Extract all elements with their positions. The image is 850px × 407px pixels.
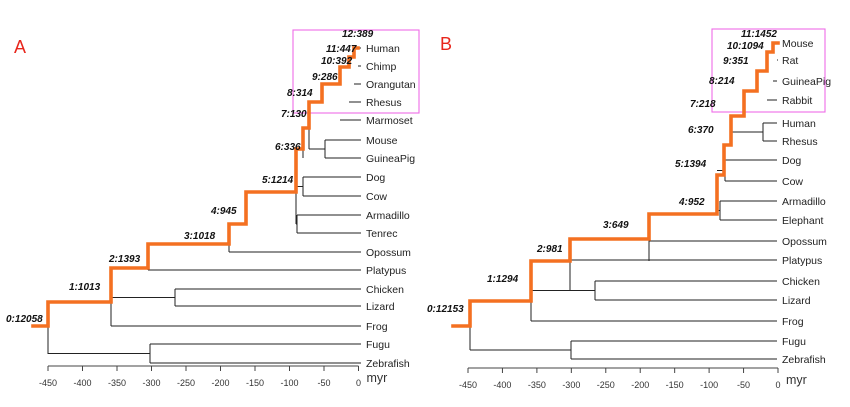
taxon-label: Frog	[782, 316, 804, 328]
taxon-label: Zebrafish	[782, 354, 826, 366]
node-label: 9:286	[312, 72, 338, 83]
axis-tick-label: -300	[142, 378, 160, 388]
axis-tick-label: -100	[700, 380, 718, 390]
node-label: 7:218	[690, 99, 716, 110]
axis-tick-label: -450	[39, 378, 57, 388]
axis-tick-label: -350	[108, 378, 126, 388]
node-label: 11:447	[326, 44, 357, 55]
taxon-label: Lizard	[782, 295, 811, 307]
node-label: 2:981	[536, 244, 563, 255]
taxon-label: Opossum	[782, 236, 827, 248]
highlight-box	[292, 29, 420, 114]
axis-tick-label: -400	[493, 380, 511, 390]
taxon-label: Platypus	[782, 255, 822, 267]
taxon-label: Chicken	[782, 276, 820, 288]
axis-tick-label: -50	[737, 380, 750, 390]
taxon-label: Elephant	[782, 215, 824, 227]
axis-unit-label: myr	[786, 373, 807, 387]
taxon-label: Opossum	[366, 247, 411, 259]
axis-tick-label: -450	[459, 380, 477, 390]
axis-tick-label: -100	[280, 378, 298, 388]
node-label: 10:1094	[727, 41, 764, 52]
node-label: 3:649	[603, 220, 629, 231]
axis-unit-label: myr	[367, 371, 388, 385]
node-label: 1:1294	[487, 274, 519, 285]
node-label: 2:1393	[108, 254, 141, 265]
taxon-label: Mouse	[366, 135, 398, 147]
panel-letter: A	[14, 37, 26, 57]
taxon-label: Rhesus	[366, 97, 402, 109]
node-label: 12:389	[342, 29, 374, 40]
axis-tick-label: -350	[528, 380, 546, 390]
node-label: 4:945	[210, 206, 237, 217]
taxon-label: Armadillo	[366, 210, 410, 222]
taxon-label: Lizard	[366, 301, 395, 313]
node-label: 7:130	[281, 109, 307, 120]
node-label: 1:1013	[69, 282, 101, 293]
taxon-label: Orangutan	[366, 79, 416, 91]
node-label: 8:214	[709, 76, 735, 87]
taxon-label: Human	[782, 118, 816, 130]
axis-tick-label: -250	[177, 378, 195, 388]
taxon-label: Armadillo	[782, 196, 826, 208]
node-label: 8:314	[287, 88, 313, 99]
axis-tick-label: -200	[631, 380, 649, 390]
taxon-label: Fugu	[366, 339, 390, 351]
highlighted-lineage-path	[451, 41, 780, 328]
taxon-label: Dog	[782, 155, 801, 167]
taxon-label: GuineaPig	[782, 76, 831, 88]
node-label: 6:370	[688, 125, 714, 136]
node-label: 5:1214	[262, 175, 294, 186]
taxon-label: Fugu	[782, 336, 806, 348]
taxon-label: Cow	[366, 191, 387, 203]
node-label: 6:336	[275, 142, 301, 153]
axis-tick-label: 0	[356, 378, 361, 388]
taxon-label: Chicken	[366, 284, 404, 296]
node-label: 11:1452	[741, 29, 777, 40]
axis-tick-label: -300	[562, 380, 580, 390]
axis-tick-label: -150	[246, 378, 264, 388]
taxon-label: Tenrec	[366, 228, 398, 240]
taxon-label: Platypus	[366, 265, 406, 277]
taxon-label: Rabbit	[782, 95, 812, 107]
taxon-label: Marmoset	[366, 115, 413, 127]
node-label: 9:351	[723, 56, 749, 67]
taxon-label: Rhesus	[782, 136, 818, 148]
axis-tick-label: -50	[317, 378, 330, 388]
axis-tick-label: 0	[775, 380, 780, 390]
tree-panel-a: A Human Chimp Orangutan Rhesus Marmoset Mouse G…	[6, 29, 420, 388]
node-label: 4:952	[678, 197, 705, 208]
axis-tick-label: -400	[73, 378, 91, 388]
taxon-label: Dog	[366, 172, 385, 184]
node-label: 5:1394	[675, 159, 707, 170]
axis-tick-label: -250	[597, 380, 615, 390]
highlighted-lineage-path	[31, 46, 360, 328]
taxon-label: GuineaPig	[366, 153, 415, 165]
taxon-label: Mouse	[782, 38, 814, 50]
tree-panel-b: B Mouse Rat GuineaPig Rabbit Human Rhesus Dog Co…	[427, 28, 831, 390]
node-label: 0:12153	[427, 304, 464, 315]
highlight-box	[711, 28, 826, 113]
taxon-label: Rat	[782, 55, 798, 67]
node-label: 10:392	[321, 56, 353, 67]
taxon-label: Frog	[366, 321, 388, 333]
axis-tick-label: -200	[211, 378, 229, 388]
taxon-label: Chimp	[366, 61, 397, 73]
taxon-label: Zebrafish	[366, 358, 410, 370]
taxon-label: Cow	[782, 176, 803, 188]
axis-tick-label: -150	[666, 380, 684, 390]
node-label: 3:1018	[184, 231, 216, 242]
taxon-label: Human	[366, 43, 400, 55]
panel-letter: B	[440, 34, 452, 54]
node-label: 0:12058	[6, 314, 43, 325]
